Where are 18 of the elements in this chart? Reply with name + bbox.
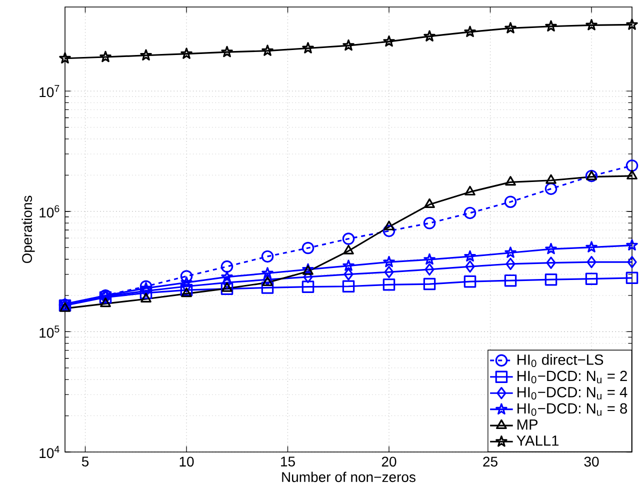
legend-label: YALL1 bbox=[516, 436, 559, 446]
legend-label: HI$_{0}$ direct−LS bbox=[518, 354, 604, 368]
legend-label: HI$_{0}$−DCD: N$_{u}$ = 4 bbox=[518, 387, 628, 400]
y-tick-label: 10$^{4}$ bbox=[40, 446, 60, 458]
x-tick-label: 20 bbox=[382, 456, 396, 467]
y-tick-label: 10$^{5}$ bbox=[40, 326, 60, 338]
legend-label: HI$_{0}$−DCD: N$_{u}$ = 8 bbox=[518, 403, 628, 416]
y-axis-title: Operations bbox=[22, 196, 35, 264]
x-tick-label: 10 bbox=[180, 456, 194, 467]
x-tick-label: 5 bbox=[82, 456, 89, 466]
y-tick-label: 10$^{6}$ bbox=[40, 205, 60, 218]
y-tick-label: 10$^{7}$ bbox=[40, 84, 60, 98]
x-tick-label: 15 bbox=[281, 456, 295, 466]
legend-label: MP bbox=[518, 419, 538, 430]
legend-label: HI$_{0}$−DCD: N$_{u}$ = 2 bbox=[518, 370, 627, 384]
x-tick-label: 30 bbox=[584, 456, 599, 467]
x-tick-label: 25 bbox=[483, 456, 498, 467]
x-axis-title: Number of non−zeros bbox=[282, 472, 416, 482]
